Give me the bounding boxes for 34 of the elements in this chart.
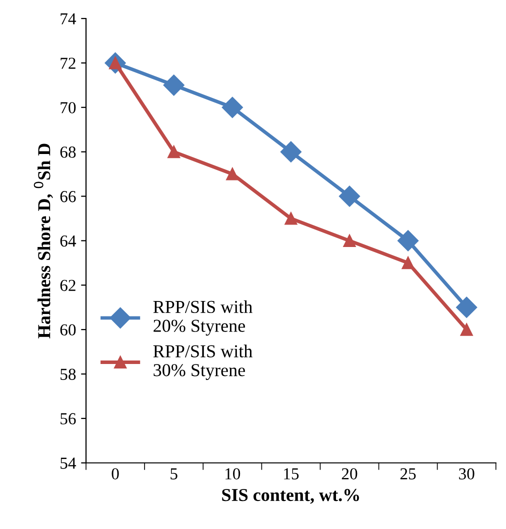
x-tick-label: 25 (400, 468, 416, 480)
point (343, 234, 356, 247)
point (168, 146, 180, 158)
point (222, 96, 243, 118)
point (338, 186, 360, 207)
y-tick-label: 70 (60, 102, 76, 114)
y-tick-label: 54 (60, 458, 76, 469)
y-tick-label: 72 (60, 58, 76, 69)
point (398, 230, 419, 252)
x-tick-label: 0 (112, 468, 119, 480)
y-tick-label: 66 (60, 191, 76, 202)
point (456, 296, 478, 318)
x-tick-label: 15 (284, 468, 299, 480)
y-tick-label: 68 (60, 146, 76, 158)
y-tick-label: 62 (60, 280, 76, 292)
point (284, 212, 298, 225)
x-tick-label: 30 (459, 468, 474, 480)
point (460, 323, 473, 336)
y-tick-label: 58 (60, 368, 76, 380)
y-tick-label: 56 (60, 413, 76, 424)
y-tick-label: 74 (60, 13, 76, 24)
point (280, 141, 302, 162)
y-axis-title: Hardness Shore D, $^{0}$Sh D (34, 144, 53, 338)
point (163, 74, 184, 96)
legend-label: RPP/SIS with 20% Styrene (153, 300, 252, 336)
legend-label: RPP/SIS with 30% Styrene (153, 344, 252, 380)
y-tick-label: 60 (60, 324, 76, 336)
point (226, 168, 239, 180)
x-tick-label: 10 (226, 468, 240, 480)
x-tick-label: 20 (342, 468, 358, 480)
y-tick-label: 64 (60, 235, 76, 247)
point (402, 256, 414, 270)
x-axis-title: SIS content, wt.% (222, 488, 359, 504)
x-tick-label: 5 (170, 468, 178, 480)
